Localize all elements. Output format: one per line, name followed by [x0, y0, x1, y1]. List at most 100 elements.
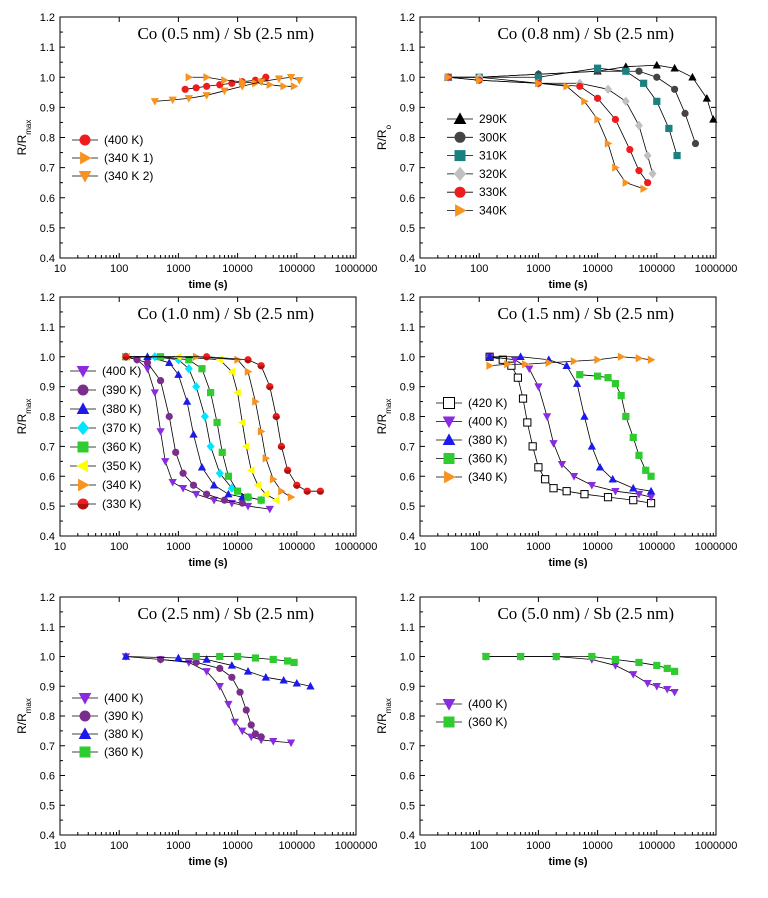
legend-marker [454, 186, 466, 198]
chart-panel-1: 10 100 1000 10000 100000 1000000 0.4 0.5 0.6 0.7 0… [15, 12, 377, 291]
data-point [643, 680, 652, 688]
y-tick-label: 0.4 [400, 531, 415, 543]
data-point [236, 688, 244, 696]
data-point [220, 87, 229, 96]
x-tick-label: 100000 [278, 541, 315, 553]
y-tick-label: 1.2 [40, 292, 55, 304]
data-point [150, 98, 159, 106]
legend-marker [79, 746, 91, 758]
x-tick-label: 10000 [222, 263, 253, 275]
data-point [228, 79, 236, 87]
y-axis-label-sub: max [24, 120, 33, 135]
data-point [257, 733, 265, 741]
plot-frame [419, 296, 717, 537]
series-4 [192, 652, 298, 667]
chart-title: Co (1.5 nm) / Sb (2.5 nm) [497, 304, 674, 323]
y-tick-label: 0.7 [400, 163, 415, 175]
y-tick-label: 0.5 [40, 223, 55, 235]
data-point [192, 84, 200, 92]
series-1 [481, 653, 679, 697]
legend-label: (360 K) [104, 745, 143, 759]
data-point [635, 451, 643, 459]
data-point [234, 355, 242, 364]
y-axis-label-sub: o [384, 124, 393, 129]
y-tick-label: 1.2 [40, 12, 55, 24]
y-tick-label: 0.7 [40, 163, 55, 175]
data-point [671, 85, 679, 93]
data-point-shade [203, 356, 211, 361]
data-point [241, 442, 250, 451]
legend-marker [76, 459, 88, 473]
legend-label: 290K [479, 112, 507, 126]
data-point [246, 466, 255, 475]
y-tick-label: 0.9 [40, 681, 55, 693]
legend: (400 K) (390 K) (380 K) (370 K) (360 K) (350 … [70, 364, 141, 511]
legend-label: (380 K) [468, 433, 507, 447]
chart-panel-3: 10 100 1000 10000 100000 1000000 0.4 0.5 0.6 0.7 0… [15, 292, 377, 569]
data-point [143, 352, 152, 360]
data-point [161, 458, 170, 466]
plot-frame [419, 596, 717, 836]
data-point [286, 739, 296, 748]
data-point [192, 490, 201, 499]
legend-marker [78, 171, 92, 183]
data-point [286, 74, 296, 82]
y-tick-label: 0.6 [400, 471, 415, 483]
y-axis-label: R/Ro [375, 124, 393, 150]
legend-marker [454, 150, 466, 162]
y-axis-label-text: R/Rmax [15, 698, 33, 734]
data-point [545, 358, 554, 367]
data-point [184, 95, 193, 103]
y-tick-label: 0.6 [400, 193, 415, 205]
data-point [611, 487, 620, 496]
data-point [523, 418, 532, 427]
y-axis-label-text: R/Rmax [375, 698, 393, 734]
x-tick-label: 100000 [278, 840, 315, 852]
data-point [640, 184, 648, 193]
data-point [266, 80, 275, 89]
x-tick-label: 1000 [166, 263, 190, 275]
data-point [595, 462, 605, 471]
data-point [203, 73, 211, 82]
data-point [622, 178, 631, 187]
y-axis-label-main: R/R [375, 129, 389, 150]
data-point [702, 94, 711, 102]
data-point [265, 505, 274, 514]
y-tick-label: 1.1 [40, 42, 55, 54]
data-point [594, 64, 602, 72]
y-tick-label: 0.6 [40, 193, 55, 205]
x-tick-label: 100 [470, 541, 488, 553]
x-tick-label: 10000 [582, 541, 613, 553]
data-point [629, 483, 638, 492]
data-point [504, 360, 512, 369]
y-tick-label: 0.8 [40, 133, 55, 145]
data-point [290, 658, 298, 667]
x-axis-label: time (s) [548, 279, 587, 291]
series-3 [485, 352, 656, 495]
y-tick-label: 0.7 [40, 441, 55, 453]
data-point [216, 664, 224, 673]
y-axis-label-sub: max [24, 698, 33, 713]
legend-label: (420 K) [468, 396, 507, 410]
x-tick-label: 1000 [526, 263, 550, 275]
data-point [604, 84, 612, 94]
legend: (400 K) (360 K) [436, 697, 507, 729]
legend-label: (350 K) [102, 459, 141, 473]
data-point [156, 428, 165, 436]
data-point [622, 412, 630, 421]
data-point [143, 359, 152, 367]
legend: (400 K) (340 K 1) (340 K 2) [72, 133, 153, 183]
data-point [542, 413, 552, 421]
data-point [626, 145, 634, 154]
data-point [653, 97, 661, 105]
data-point [549, 440, 558, 448]
legend-marker [79, 710, 91, 722]
x-tick-label: 100000 [638, 263, 675, 275]
data-point [178, 484, 188, 493]
data-point [608, 474, 617, 483]
legend-marker [454, 131, 466, 143]
data-point [216, 652, 224, 661]
data-point [215, 683, 224, 691]
series-line [125, 356, 277, 501]
data-point [252, 397, 260, 406]
